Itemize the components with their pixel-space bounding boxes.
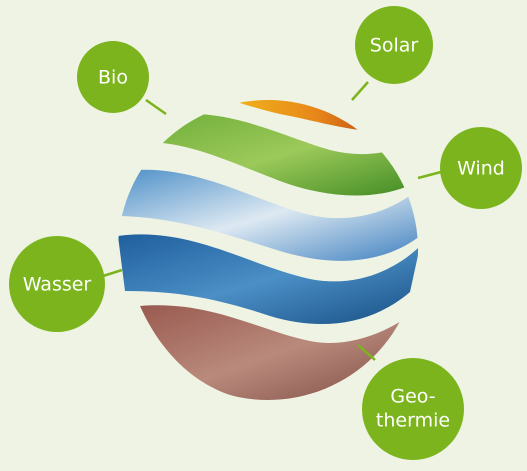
- connector: [146, 100, 166, 114]
- node-label: thermie: [376, 410, 450, 432]
- node-label: Geo-: [390, 386, 435, 408]
- connector: [352, 82, 368, 100]
- diagram: Bio Solar Wind Wasser Geo- thermie: [0, 0, 527, 471]
- connector: [103, 270, 122, 276]
- page: Bio Solar Wind Wasser Geo- thermie (() =…: [0, 0, 527, 471]
- globe: [115, 83, 422, 402]
- node-label: Wind: [457, 158, 505, 180]
- node-label: Wasser: [23, 274, 92, 296]
- connector: [418, 172, 441, 178]
- node-label: Solar: [370, 35, 419, 57]
- node-label: Bio: [98, 67, 128, 89]
